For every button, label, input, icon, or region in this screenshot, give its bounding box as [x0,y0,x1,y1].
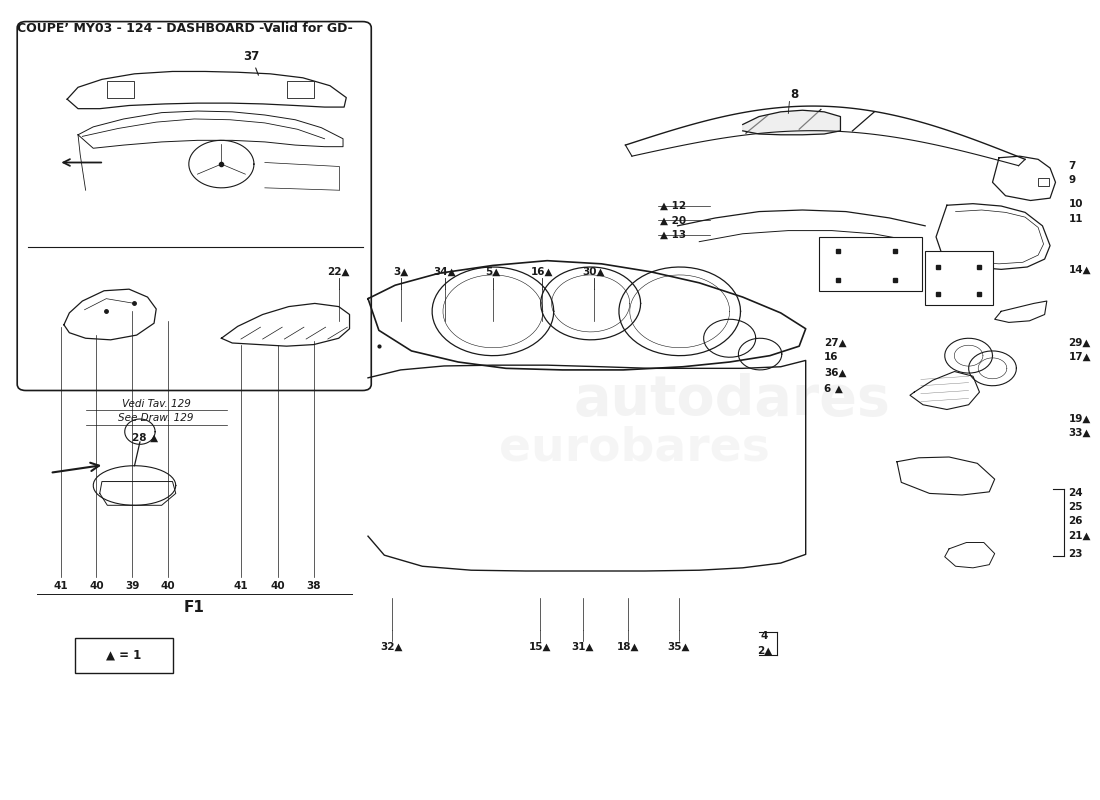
Text: 23: 23 [1068,549,1084,558]
Text: 4: 4 [761,631,768,641]
Text: 19▲: 19▲ [1068,414,1091,424]
Text: 16▲: 16▲ [530,266,553,277]
Text: 31▲: 31▲ [572,642,594,652]
Text: 10: 10 [1068,199,1084,210]
Text: 39: 39 [125,581,140,591]
Bar [925,251,992,305]
Text: 14▲: 14▲ [1068,265,1091,275]
Text: ▲ 12: ▲ 12 [660,201,686,211]
Text: 17▲: 17▲ [1068,352,1091,362]
Text: 18▲: 18▲ [616,642,639,652]
Text: 38: 38 [307,581,321,591]
Text: 2▲: 2▲ [757,646,772,656]
Text: 26: 26 [1068,516,1084,526]
Text: 40: 40 [271,581,285,591]
Text: 28 ▲: 28 ▲ [132,433,158,443]
Bar [75,638,173,673]
Text: ▲ = 1: ▲ = 1 [106,649,141,662]
Text: autodares: autodares [573,373,890,427]
Text: ▲ 13: ▲ 13 [660,230,686,239]
Text: 5▲: 5▲ [485,266,501,277]
Text: 40: 40 [89,581,103,591]
Text: 27▲: 27▲ [824,338,847,348]
Text: 7: 7 [1068,161,1076,170]
Text: 6 ▲: 6 ▲ [824,384,843,394]
Text: 35▲: 35▲ [668,642,690,652]
Text: Vedi Tav. 129: Vedi Tav. 129 [122,399,190,409]
FancyBboxPatch shape [18,22,372,390]
Text: 41: 41 [53,581,68,591]
Text: ▲ 20: ▲ 20 [660,215,686,226]
Text: 25: 25 [1068,502,1084,512]
Text: 21▲: 21▲ [1068,531,1091,541]
Text: 22▲: 22▲ [328,266,350,277]
Text: 24: 24 [1068,488,1084,498]
Bar [287,81,314,98]
Bar [818,237,922,290]
Text: See Draw. 129: See Draw. 129 [119,414,194,423]
Text: 3▲: 3▲ [393,266,408,277]
Text: 30▲: 30▲ [583,266,605,277]
Text: 9: 9 [1068,175,1076,185]
Bar [1038,178,1049,186]
Text: F1: F1 [184,600,205,615]
Text: COUPE’ MY03 - 124 - DASHBOARD -Valid for GD-: COUPE’ MY03 - 124 - DASHBOARD -Valid for… [18,22,353,34]
Text: 15▲: 15▲ [528,642,551,652]
Bar [108,81,134,98]
Polygon shape [742,110,840,134]
Text: 32▲: 32▲ [381,642,404,652]
Text: 40: 40 [161,581,176,591]
Text: 36▲: 36▲ [824,368,847,378]
Text: 34▲: 34▲ [433,266,456,277]
Text: 37: 37 [243,50,260,75]
Text: 33▲: 33▲ [1068,428,1091,438]
Text: eurobares: eurobares [498,425,770,470]
Text: 41: 41 [233,581,249,591]
Text: 29▲: 29▲ [1068,338,1091,348]
Text: 8: 8 [791,87,799,101]
Text: 11: 11 [1068,214,1084,224]
Text: 16: 16 [824,352,838,362]
